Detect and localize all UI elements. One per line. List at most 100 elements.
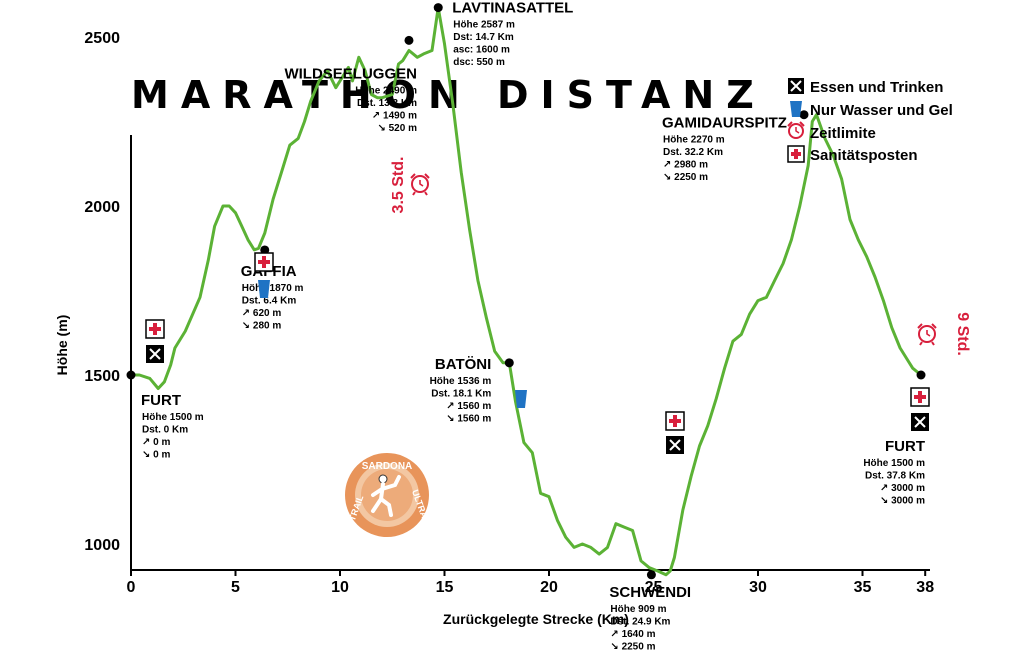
water-cup-icon xyxy=(515,390,527,408)
station-detail: Höhe 2490 m xyxy=(355,85,417,96)
station-furt: FURT Höhe 1500 m Dst. 37.8 Km↗ 3000 m ↘ 300… xyxy=(863,370,926,507)
medical-cross-icon xyxy=(910,387,930,407)
station-detail: ↗ 1490 m xyxy=(372,110,417,121)
time-limit-9: 9 Std. xyxy=(917,312,971,356)
furt-finish-services xyxy=(910,387,930,431)
station-detail: ↘ 280 m xyxy=(242,320,282,331)
batoni-services xyxy=(515,390,527,408)
legend-label: Essen und Trinken xyxy=(810,79,943,96)
station-detail: Dst: 14.7 Km xyxy=(453,32,514,43)
station-furt: FURT Höhe 1500 m Dst. 0 Km↗ 0 m ↘ 0 m xyxy=(126,370,204,461)
chart-title: MARATHON DISTANZ xyxy=(131,73,766,117)
alarm-clock-icon xyxy=(410,173,430,196)
x-tick-label: 10 xyxy=(331,579,349,596)
station-detail: Höhe 2270 m xyxy=(663,135,725,146)
station-detail: Höhe 909 m xyxy=(610,604,666,615)
station-detail: Höhe 2587 m xyxy=(453,20,515,31)
station-detail: ↗ 620 m xyxy=(242,308,282,319)
gaffia-services xyxy=(254,252,274,298)
y-tick-label: 2500 xyxy=(84,30,120,47)
station-detail: ↗ 0 m xyxy=(142,437,170,448)
station-detail: Dst. 0 Km xyxy=(142,425,188,436)
x-axis-label: Zurückgelegte Strecke (Km) xyxy=(443,611,629,627)
station-marker xyxy=(916,370,926,380)
station-marker xyxy=(260,245,270,255)
food-drink-icon xyxy=(788,78,804,94)
x-tick-label: 0 xyxy=(127,579,136,596)
station-name: FURT xyxy=(885,438,925,455)
y-tick-label: 2000 xyxy=(84,199,120,216)
alarm-clock-icon xyxy=(917,323,937,346)
legend-label: Sanitätsposten xyxy=(810,147,918,164)
medical-cross-icon xyxy=(254,252,274,272)
station-marker xyxy=(433,3,443,13)
schwendi-services xyxy=(665,411,685,454)
station-name: SCHWENDI xyxy=(609,584,691,601)
furt-start-services xyxy=(145,319,165,363)
station-detail: ↗ 3000 m xyxy=(880,483,925,494)
station-detail: Dst. 24.9 Km xyxy=(610,616,670,627)
station-detail: ↘ 0 m xyxy=(142,450,170,461)
legend-label: Zeitlimite xyxy=(810,125,876,142)
station-detail: Dst. 32.2 Km xyxy=(663,147,723,158)
medical-cross-icon xyxy=(145,319,165,339)
station-name: FURT xyxy=(141,392,181,409)
station-detail: asc: 1600 m xyxy=(453,45,510,56)
x-tick-label: 5 xyxy=(231,579,240,596)
station-detail: dsc: 550 m xyxy=(453,57,505,68)
station-detail: ↘ 2250 m xyxy=(610,641,655,652)
time-limit-label: 9 Std. xyxy=(954,312,971,356)
station-detail: ↗ 1640 m xyxy=(610,629,655,640)
station-detail: ↘ 520 m xyxy=(377,123,417,134)
food-drink-icon xyxy=(146,345,164,363)
medical-cross-icon xyxy=(665,411,685,431)
y-ticks: 1000 1500 2000 2500 xyxy=(84,30,120,554)
alarm-clock-icon xyxy=(787,121,805,139)
station-detail: ↗ 1560 m xyxy=(446,401,491,412)
station-detail: ↘ 2250 m xyxy=(663,172,708,183)
y-tick-label: 1500 xyxy=(84,368,120,385)
x-tick-label: 15 xyxy=(436,579,454,596)
station-wildseeluggen: WILDSEELUGGEN Höhe 2490 m Dst. 13.3 Km↗ 14… xyxy=(284,35,417,134)
station-marker xyxy=(646,570,656,580)
x-tick-label: 35 xyxy=(854,579,872,596)
x-tick-label: 30 xyxy=(749,579,767,596)
station-detail: Dst. 37.8 Km xyxy=(865,471,925,482)
station-marker xyxy=(504,358,514,368)
legend: Essen und Trinken Nur Wasser und Gel Zei… xyxy=(787,78,953,164)
station-detail: Höhe 1870 m xyxy=(242,283,304,294)
time-limit-3-5: 3.5 Std. xyxy=(390,157,430,214)
station-detail: Höhe 1500 m xyxy=(863,458,925,469)
logo-text-top: SARDONA xyxy=(362,461,413,472)
station-detail: Höhe 1500 m xyxy=(142,412,204,423)
station-detail: Dst. 6.4 Km xyxy=(242,295,297,306)
station-name: GAMIDAURSPITZ xyxy=(662,115,787,132)
station-detail: Dst. 18.1 Km xyxy=(431,388,491,399)
time-limit-label: 3.5 Std. xyxy=(390,157,407,214)
water-cup-icon xyxy=(258,280,270,298)
station-marker xyxy=(126,370,136,380)
food-drink-icon xyxy=(666,436,684,454)
station-detail: Höhe 1536 m xyxy=(430,376,492,387)
station-name: LAVTINASATTEL xyxy=(452,0,573,17)
station-name: BATÖNI xyxy=(435,356,491,373)
medical-cross-icon xyxy=(787,145,805,163)
station-detail: ↗ 2980 m xyxy=(663,160,708,171)
station-marker xyxy=(404,35,414,45)
y-tick-label: 1000 xyxy=(84,537,120,554)
x-tick-label: 38 xyxy=(916,579,934,596)
water-cup-icon xyxy=(790,101,802,117)
y-axis-label: Höhe (m) xyxy=(54,315,70,376)
x-tick-label: 20 xyxy=(540,579,558,596)
station-name: WILDSEELUGGEN xyxy=(284,65,417,82)
food-drink-icon xyxy=(911,413,929,431)
legend-label: Nur Wasser und Gel xyxy=(810,102,953,119)
station-detail: ↘ 3000 m xyxy=(880,496,925,507)
station-marker xyxy=(799,110,809,120)
